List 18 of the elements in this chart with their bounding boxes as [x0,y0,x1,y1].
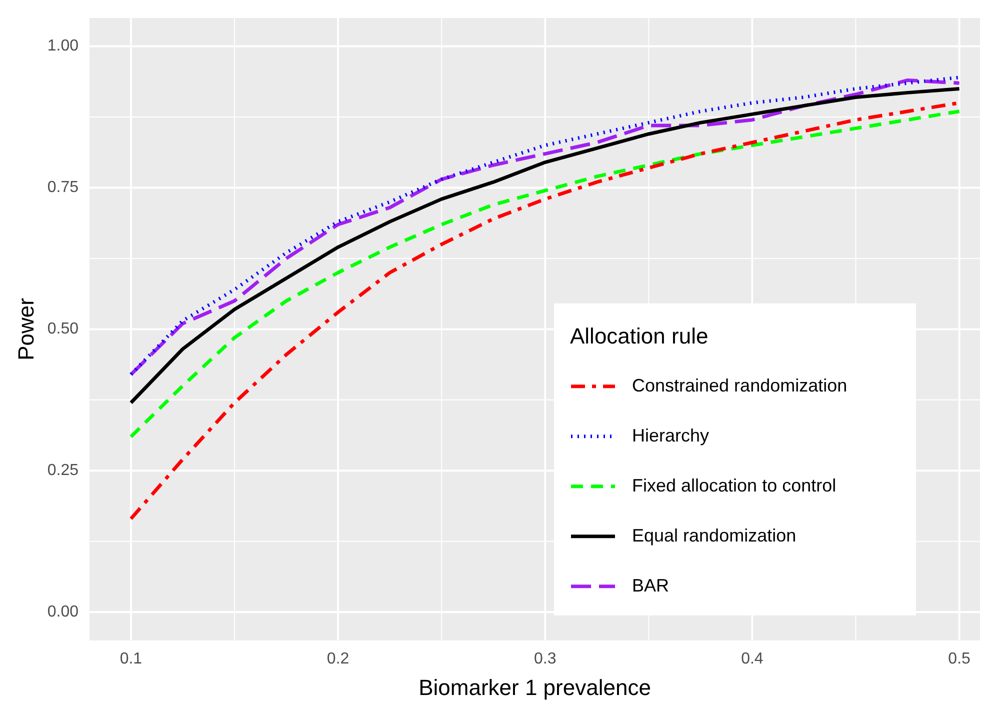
x-tick-label: 0.2 [326,650,350,668]
x-tick-label: 0.3 [534,650,556,668]
y-tick-label: 0.50 [47,320,79,338]
legend-label: Hierarchy [632,425,710,446]
y-tick-label: 1.00 [47,38,79,55]
y-tick-label: 0.00 [47,604,79,621]
legend-label: Constrained randomization [632,375,848,396]
y-tick-label: 0.75 [47,179,79,196]
legend-label: Fixed allocation to control [632,475,836,496]
x-axis-title: Biomarker 1 prevalence [418,674,651,700]
y-axis-title: Power [13,298,38,360]
legend-label: Equal randomization [632,525,796,546]
x-tick-label: 0.4 [741,650,764,668]
x-tick-label: 0.5 [948,650,971,668]
x-tick-label: 0.1 [120,650,142,668]
y-tick-label: 0.25 [47,462,79,480]
legend-label: BAR [632,575,670,596]
legend-title: Allocation rule [570,323,708,348]
